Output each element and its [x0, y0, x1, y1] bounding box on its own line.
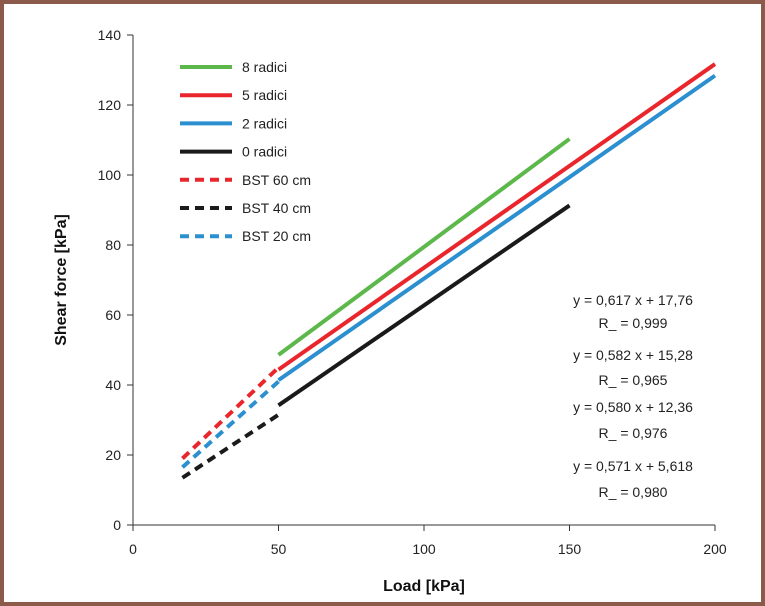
series-line-0-radici	[277, 203, 571, 407]
legend-label-0-radici: 0 radici	[242, 144, 287, 160]
x-tick-label: 0	[129, 541, 137, 557]
x-tick-label: 200	[703, 541, 727, 557]
y-tick-label: 120	[98, 97, 122, 113]
regression-r-squared: R_ = 0,999	[599, 315, 668, 331]
series-line-5-radici	[277, 62, 717, 372]
legend-label-bst-20-cm: BST 20 cm	[242, 228, 311, 244]
legend-label-5-radici: 5 radici	[242, 87, 287, 103]
series-line-bst-20-cm	[181, 380, 280, 469]
series-line-bst-40-cm	[181, 413, 280, 480]
x-axis-title: Load [kPa]	[383, 578, 465, 595]
x-tick-label: 100	[412, 541, 436, 557]
y-tick-label: 80	[105, 237, 121, 253]
regression-equation: y = 0,582 x + 15,28	[573, 347, 693, 363]
regression-equation: y = 0,580 x + 12,36	[573, 399, 693, 415]
regression-r-squared: R_ = 0,980	[599, 484, 668, 500]
y-tick-label: 20	[105, 447, 121, 463]
series-line-bst-60-cm	[181, 366, 280, 460]
series-line-8-radici	[277, 137, 571, 357]
series-line-2-radici	[277, 73, 717, 382]
regression-r-squared: R_ = 0,976	[599, 425, 668, 441]
y-tick-label: 0	[113, 517, 121, 533]
y-tick-label: 100	[98, 167, 122, 183]
regression-equation: y = 0,617 x + 17,76	[573, 292, 693, 308]
y-axis-title: Shear force [kPa]	[53, 214, 70, 346]
x-tick-label: 50	[271, 541, 287, 557]
y-tick-label: 40	[105, 377, 121, 393]
y-tick-label: 140	[98, 27, 122, 43]
regression-equation: y = 0,571 x + 5,618	[573, 458, 693, 474]
x-tick-label: 150	[558, 541, 582, 557]
legend-label-8-radici: 8 radici	[242, 59, 287, 75]
legend-label-bst-40-cm: BST 40 cm	[242, 200, 311, 216]
regression-r-squared: R_ = 0,965	[599, 372, 668, 388]
legend-label-bst-60-cm: BST 60 cm	[242, 172, 311, 188]
legend-label-2-radici: 2 radici	[242, 115, 287, 131]
y-tick-label: 60	[105, 307, 121, 323]
